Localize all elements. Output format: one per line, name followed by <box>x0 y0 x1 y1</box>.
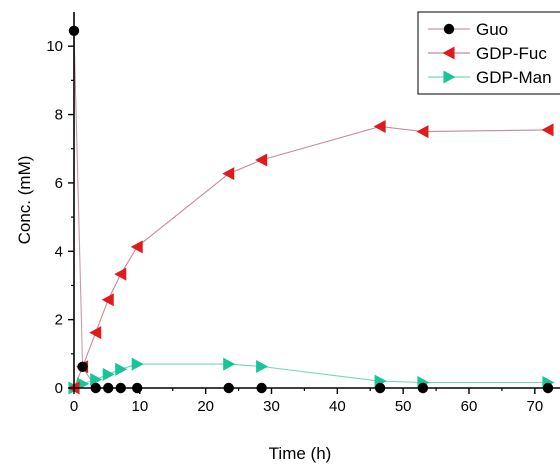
legend-label: Guo <box>476 20 508 39</box>
series-line-gdp-fuc <box>73 125 549 389</box>
data-point-gdp-fuc <box>130 240 143 254</box>
data-point-gdp-fuc <box>101 293 114 307</box>
data-point-gdp-man <box>102 367 115 381</box>
y-tick-label: 10 <box>46 38 63 55</box>
data-point-gdp-fuc <box>114 267 127 281</box>
data-point-gdp-man <box>131 357 144 371</box>
data-point-gdp-fuc <box>373 120 386 134</box>
y-ticks: 0 2 4 6 8 10 <box>46 38 74 397</box>
x-tick-label: 0 <box>70 398 78 415</box>
data-point-gdp-fuc <box>541 123 554 137</box>
y-tick-label: 4 <box>55 243 63 260</box>
legend-label: GDP-Man <box>476 68 552 87</box>
data-point-gdp-fuc <box>416 125 429 139</box>
y-tick-label: 6 <box>55 175 63 192</box>
series-markers <box>67 25 555 395</box>
data-point-gdp-man <box>115 362 128 376</box>
legend-marker <box>443 70 456 84</box>
x-ticks: 0 10 20 30 40 50 60 70 <box>70 388 543 415</box>
data-point-gdp-man <box>256 359 269 373</box>
data-point-guo <box>77 361 88 373</box>
x-tick-label: 10 <box>131 398 148 415</box>
y-tick-label: 0 <box>55 380 63 397</box>
data-point-gdp-man <box>90 372 103 386</box>
legend: Guo GDP-Fuc GDP-Man <box>417 11 560 95</box>
x-tick-label: 70 <box>526 398 543 415</box>
x-tick-label: 50 <box>395 398 412 415</box>
x-tick-label: 40 <box>329 398 346 415</box>
y-tick-label: 2 <box>55 312 63 329</box>
legend-marker <box>442 46 455 60</box>
x-axis-title: Time (h) <box>269 444 332 463</box>
data-point-gdp-fuc <box>255 153 268 167</box>
data-point-gdp-fuc <box>89 326 102 340</box>
axes <box>73 12 560 389</box>
y-axis-title: Conc. (mM) <box>15 156 34 245</box>
series-line-gdp-man <box>73 363 548 389</box>
legend-label: GDP-Fuc <box>476 44 547 63</box>
x-tick-label: 60 <box>461 398 478 415</box>
data-point-gdp-fuc <box>222 167 235 181</box>
legend-marker <box>443 23 455 35</box>
data-point-gdp-man <box>223 357 236 371</box>
x-tick-label: 30 <box>263 398 280 415</box>
x-tick-label: 20 <box>197 398 214 415</box>
y-tick-label: 8 <box>55 107 63 124</box>
data-point-gdp-man <box>77 377 90 391</box>
